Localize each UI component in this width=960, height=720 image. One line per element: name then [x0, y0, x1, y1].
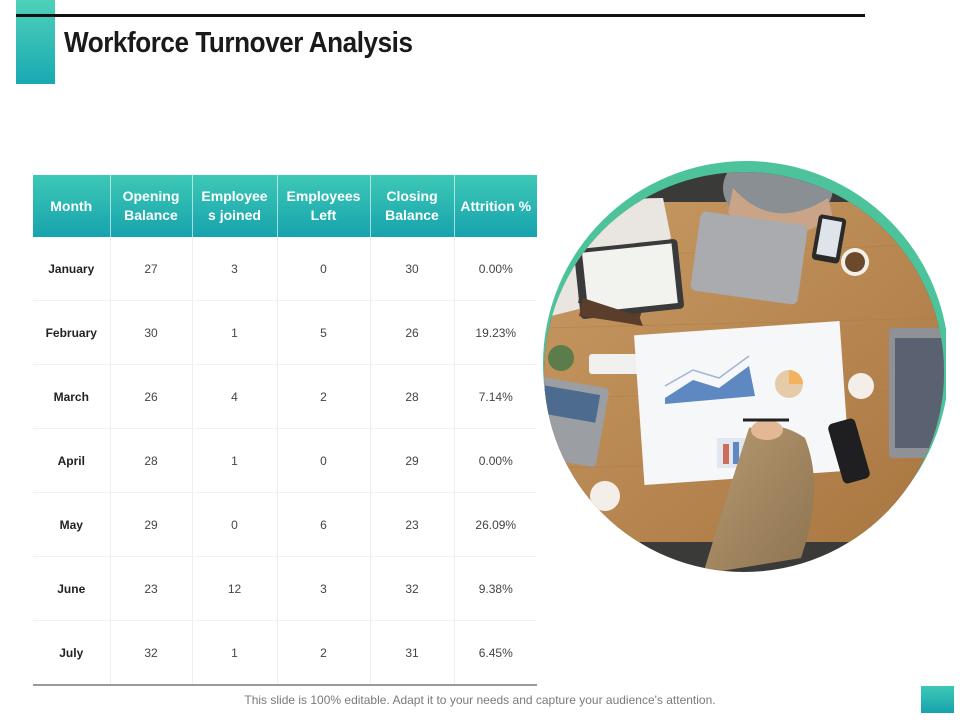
header-attrition: Attrition % [454, 175, 537, 237]
cell-attrition: 26.09% [454, 492, 537, 557]
cell-employees-joined: 12 [192, 556, 278, 621]
cell-opening-balance: 23 [110, 556, 193, 621]
cell-attrition: 7.14% [454, 364, 537, 429]
cell-month: March [33, 364, 111, 429]
footer-note: This slide is 100% editable. Adapt it to… [244, 693, 716, 707]
cell-month: January [33, 237, 111, 301]
cell-employees-left: 2 [277, 364, 371, 429]
cell-closing-balance: 31 [370, 620, 455, 686]
meeting-photo [543, 158, 949, 574]
table-row: June 23 12 3 32 9.38% [33, 556, 537, 621]
cell-attrition: 6.45% [454, 620, 537, 686]
cell-employees-left: 5 [277, 300, 371, 365]
header-opening-balance: Opening Balance [110, 175, 193, 237]
cell-attrition: 19.23% [454, 300, 537, 365]
cell-month: July [33, 620, 111, 686]
table-row: April 28 1 0 29 0.00% [33, 428, 537, 493]
cell-closing-balance: 30 [370, 237, 455, 301]
cell-employees-joined: 1 [192, 428, 278, 493]
cell-employees-left: 0 [277, 428, 371, 493]
cell-attrition: 0.00% [454, 428, 537, 493]
title-accent-block [16, 0, 55, 84]
cell-month: May [33, 492, 111, 557]
cell-closing-balance: 26 [370, 300, 455, 365]
corner-accent-block [921, 686, 954, 713]
cell-closing-balance: 28 [370, 364, 455, 429]
table-row: February 30 1 5 26 19.23% [33, 300, 537, 365]
cell-employees-left: 6 [277, 492, 371, 557]
cell-month: June [33, 556, 111, 621]
cell-closing-balance: 29 [370, 428, 455, 493]
cell-employees-joined: 0 [192, 492, 278, 557]
page-title: Workforce Turnover Analysis [64, 27, 413, 59]
table-row: January 27 3 0 30 0.00% [33, 237, 537, 301]
cell-opening-balance: 32 [110, 620, 193, 686]
table-header-row: Month Opening Balance Employee s joined … [33, 175, 537, 237]
cell-month: April [33, 428, 111, 493]
cell-employees-joined: 3 [192, 237, 278, 301]
cell-employees-left: 0 [277, 237, 371, 301]
cell-attrition: 0.00% [454, 237, 537, 301]
cell-opening-balance: 27 [110, 237, 193, 301]
cell-employees-left: 3 [277, 556, 371, 621]
cell-employees-joined: 1 [192, 620, 278, 686]
table-row: May 29 0 6 23 26.09% [33, 492, 537, 557]
cell-employees-left: 2 [277, 620, 371, 686]
top-rule [16, 14, 865, 17]
cell-closing-balance: 23 [370, 492, 455, 557]
cell-employees-joined: 1 [192, 300, 278, 365]
cell-employees-joined: 4 [192, 364, 278, 429]
table-row: March 26 4 2 28 7.14% [33, 364, 537, 429]
cell-opening-balance: 26 [110, 364, 193, 429]
cell-month: February [33, 300, 111, 365]
cell-attrition: 9.38% [454, 556, 537, 621]
header-employees-left: Employees Left [277, 175, 371, 237]
table-row: July 32 1 2 31 6.45% [33, 620, 537, 686]
header-employees-joined: Employee s joined [192, 175, 278, 237]
cell-opening-balance: 30 [110, 300, 193, 365]
meeting-photo-icon [543, 161, 949, 572]
header-month: Month [33, 175, 111, 237]
cell-opening-balance: 29 [110, 492, 193, 557]
turnover-table: Month Opening Balance Employee s joined … [33, 175, 537, 686]
header-closing-balance: Closing Balance [370, 175, 455, 237]
cell-closing-balance: 32 [370, 556, 455, 621]
cell-opening-balance: 28 [110, 428, 193, 493]
